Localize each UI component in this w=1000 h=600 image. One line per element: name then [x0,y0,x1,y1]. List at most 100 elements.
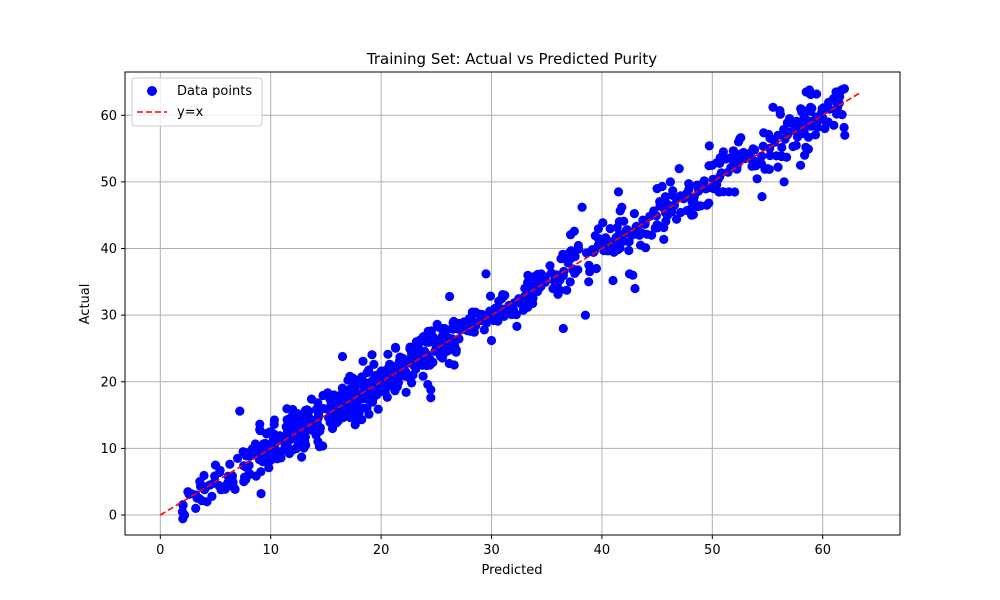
data-point [796,160,806,170]
data-point [256,467,266,477]
data-point [441,333,451,343]
data-point [191,503,201,513]
data-point [617,202,627,212]
data-point [814,115,824,125]
data-point [269,415,279,425]
data-point [481,269,491,279]
data-point [405,342,415,352]
data-point [434,346,444,356]
data-point [318,404,329,414]
data-point [676,207,686,218]
data-point [758,141,768,151]
data-point [785,114,795,124]
data-point [269,452,279,462]
data-point [426,393,436,403]
data-point [660,208,671,218]
data-point [718,147,729,157]
data-point [619,236,629,246]
data-point [337,351,348,362]
data-point [186,489,196,499]
data-point [563,258,573,268]
data-point [629,209,640,219]
data-point [351,413,361,423]
data-point [466,325,476,335]
data-point [485,291,496,301]
data-point [837,110,847,120]
data-point [622,225,632,235]
data-point [777,142,787,153]
data-point [381,368,391,378]
data-point [324,391,334,401]
data-point [661,198,671,208]
data-point [233,453,243,463]
data-point [659,234,669,244]
data-point [368,375,378,385]
data-point [731,159,741,169]
legend: Data points y=x [131,77,263,127]
data-point [773,130,783,140]
data-point [264,463,274,473]
data-point [382,392,392,402]
data-point [303,412,313,422]
data-point [350,420,360,430]
data-point [411,337,421,347]
data-point [318,441,328,451]
data-point [288,420,298,430]
data-point [603,246,613,256]
data-point [309,420,319,430]
data-point [287,412,297,422]
y-tick-label: 10 [100,442,117,457]
data-point [763,129,774,139]
data-point [608,275,618,286]
data-point [180,510,190,520]
data-point [636,240,646,250]
data-point [659,222,669,233]
x-tick-label: 0 [156,543,164,558]
data-point [807,103,817,113]
legend-marker-data-points [147,86,157,96]
data-point [668,186,678,196]
data-point [593,233,603,243]
x-tick-label: 30 [483,543,500,558]
data-point [255,425,265,435]
data-point [485,306,495,316]
data-point [613,187,624,197]
data-point [369,359,379,369]
data-point [445,291,455,302]
data-point [591,263,602,274]
data-point [558,323,568,334]
data-point [803,132,814,142]
data-point [422,337,432,347]
data-point [347,385,357,396]
data-point [804,85,815,95]
data-point [817,104,827,114]
data-point [565,277,575,287]
data-point [238,447,248,457]
data-point [385,375,395,385]
data-point [593,240,603,250]
data-point [306,394,317,404]
data-point [210,460,221,470]
data-point [222,480,232,490]
x-tick-label: 50 [704,543,721,558]
y-tick-label: 60 [100,109,117,124]
data-point [724,187,734,197]
data-point [752,174,762,184]
data-point [358,356,368,366]
y-tick-label: 20 [100,375,117,390]
data-point [771,151,782,161]
data-point [797,107,807,117]
data-point [500,290,510,300]
y-tick-label: 40 [100,242,117,257]
x-tick-label: 10 [262,543,279,558]
data-point [702,200,712,210]
data-point [367,350,377,360]
y-tick-label: 0 [109,509,117,524]
data-point [665,177,676,187]
data-point [194,493,204,503]
data-point [527,287,537,297]
data-point [735,134,745,144]
data-point [801,142,811,152]
data-point [464,313,474,324]
